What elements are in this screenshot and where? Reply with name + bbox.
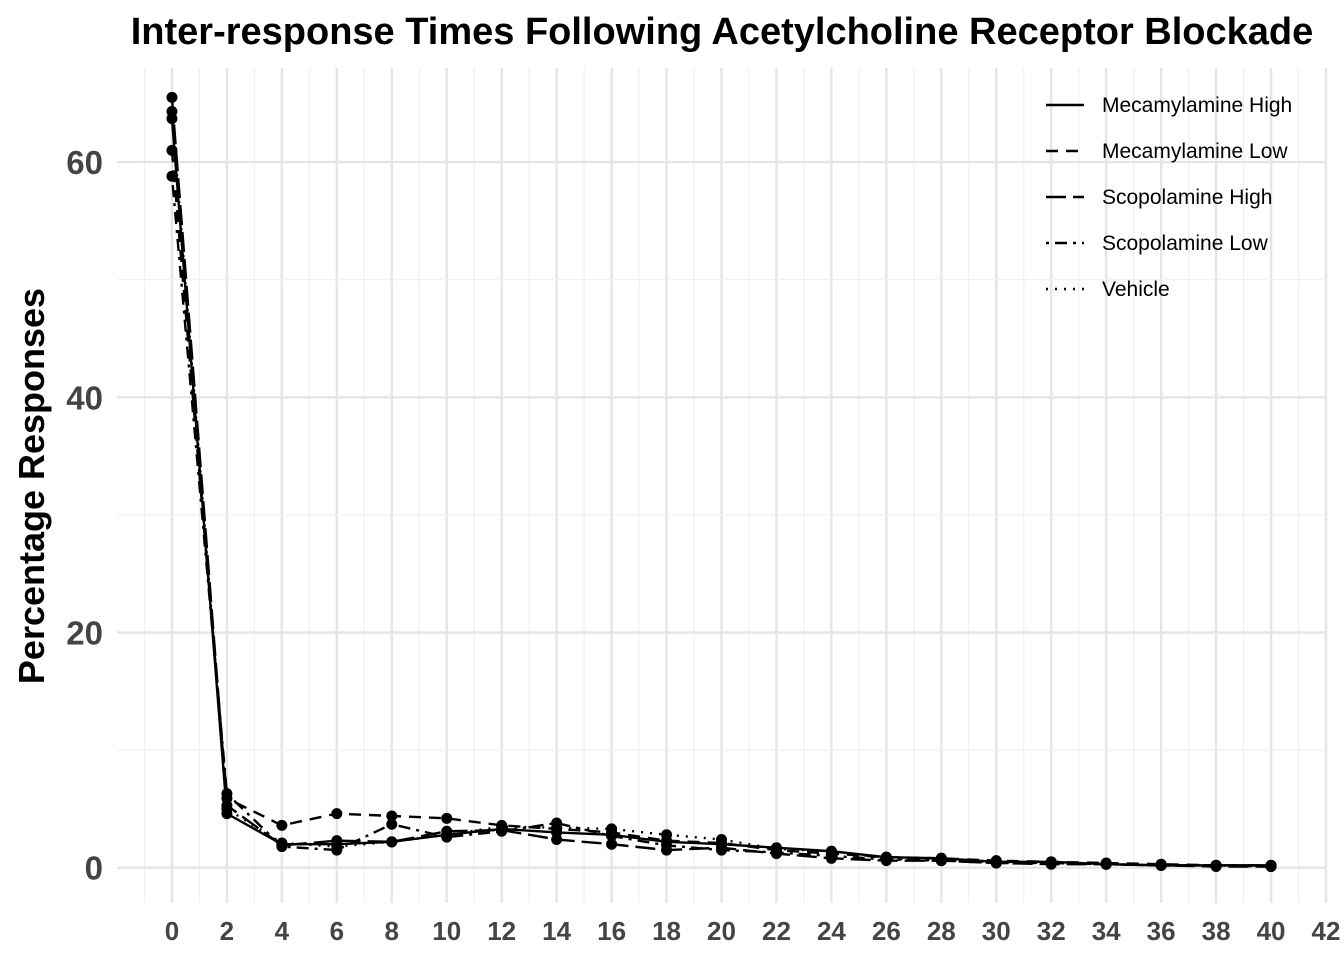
data-point: [661, 829, 673, 841]
x-tick-label: 0: [165, 916, 179, 946]
data-point: [661, 839, 673, 851]
data-point: [276, 819, 288, 831]
legend-label: Scopolamine Low: [1102, 232, 1269, 255]
data-point: [1100, 858, 1112, 870]
data-point: [606, 823, 618, 835]
x-tick-label: 30: [982, 916, 1011, 946]
data-point: [386, 818, 398, 830]
data-point: [716, 833, 727, 845]
legend-label: Vehicle: [1102, 278, 1170, 301]
x-tick-label: 2: [220, 916, 234, 946]
data-point: [221, 803, 233, 815]
data-point: [1265, 859, 1277, 871]
data-point: [166, 106, 178, 118]
data-point: [386, 836, 398, 848]
x-tick-label: 24: [817, 916, 846, 946]
data-point: [166, 170, 178, 182]
y-tick-label: 0: [85, 850, 103, 887]
legend-label: Mecamylamine High: [1102, 94, 1292, 117]
x-tick-label: 32: [1037, 916, 1066, 946]
data-point: [386, 810, 398, 822]
x-tick-label: 28: [927, 916, 956, 946]
data-point: [825, 845, 837, 857]
data-point: [276, 837, 288, 849]
x-tick-label: 18: [652, 916, 681, 946]
data-point: [770, 843, 782, 855]
data-point: [331, 808, 343, 820]
series-line-4: [170, 111, 1272, 867]
x-tick-labels: 0 2 4 6 8 10 12 14 16 18 20 22 24 26 28 30 32 34 36 38 40 42: [165, 916, 1341, 946]
x-tick-label: 42: [1312, 916, 1341, 946]
x-tick-label: 22: [762, 916, 791, 946]
grid: [117, 68, 1328, 903]
x-tick-label: 26: [872, 916, 901, 946]
data-point: [551, 822, 563, 834]
y-axis-label: Percentage Responses: [11, 288, 52, 684]
x-tick-label: 16: [597, 916, 626, 946]
data-point: [221, 788, 233, 800]
data-point: [716, 844, 727, 856]
data-point: [1210, 859, 1222, 871]
data-point: [331, 841, 343, 853]
chart-title: Inter-response Times Following Acetylcho…: [131, 11, 1314, 53]
x-tick-label: 40: [1257, 916, 1286, 946]
x-tick-label: 20: [707, 916, 736, 946]
data-point: [935, 855, 947, 867]
data-point: [990, 856, 1002, 868]
x-tick-label: 4: [275, 916, 290, 946]
y-tick-label: 60: [66, 144, 103, 181]
x-tick-label: 14: [542, 916, 571, 946]
x-tick-label: 38: [1202, 916, 1231, 946]
y-tick-label: 20: [66, 615, 103, 652]
legend-label: Mecamylamine Low: [1102, 140, 1288, 163]
data-point: [166, 91, 178, 103]
data-point: [880, 852, 892, 864]
x-tick-label: 36: [1147, 916, 1176, 946]
data-points: [166, 91, 1277, 873]
data-point: [441, 829, 453, 841]
x-tick-label: 34: [1092, 916, 1121, 946]
y-tick-labels: 0 20 40 60: [66, 144, 103, 887]
x-tick-label: 12: [487, 916, 516, 946]
data-point: [606, 838, 618, 850]
data-point: [496, 821, 508, 833]
legend-label: Scopolamine High: [1102, 186, 1272, 209]
data-point: [1155, 859, 1167, 871]
x-tick-label: 8: [385, 916, 399, 946]
data-point: [1045, 857, 1057, 869]
data-point: [166, 144, 178, 156]
x-tick-label: 6: [330, 916, 344, 946]
data-point: [551, 833, 563, 845]
y-tick-label: 40: [66, 379, 103, 416]
data-point: [441, 812, 453, 824]
x-tick-label: 10: [432, 916, 461, 946]
legend: Mecamylamine High Mecamylamine Low Scopola…: [1046, 94, 1292, 301]
